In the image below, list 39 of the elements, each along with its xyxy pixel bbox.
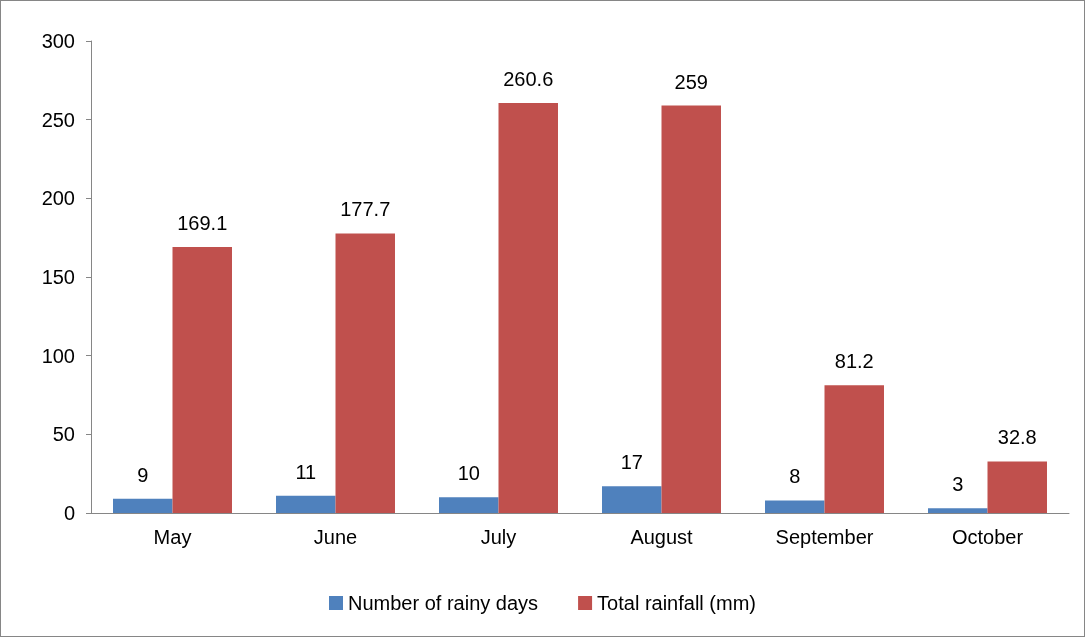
bar bbox=[661, 105, 721, 513]
x-tick-label: September bbox=[775, 526, 874, 548]
x-tick-label: October bbox=[951, 526, 1024, 548]
bar bbox=[602, 486, 662, 513]
y-tick-label: 50 bbox=[52, 423, 75, 446]
data-label: 10 bbox=[457, 462, 480, 485]
y-tick-label: 0 bbox=[63, 502, 75, 524]
data-label: 9 bbox=[137, 463, 149, 486]
x-tick-label: August bbox=[630, 526, 694, 548]
data-label: 32.8 bbox=[997, 426, 1037, 449]
bar bbox=[172, 246, 232, 513]
data-label: 8 bbox=[789, 465, 801, 488]
data-label: 81.2 bbox=[834, 350, 874, 373]
y-tick-label: 100 bbox=[41, 344, 75, 367]
data-label: 259 bbox=[674, 70, 708, 93]
bar bbox=[276, 495, 336, 513]
x-tick-label: July bbox=[480, 526, 517, 548]
data-label: 11 bbox=[295, 460, 317, 483]
y-tick-label: 200 bbox=[41, 187, 75, 210]
y-tick-label: 300 bbox=[41, 30, 75, 52]
data-label: 169.1 bbox=[177, 211, 228, 234]
data-label: 3 bbox=[952, 473, 964, 496]
bar bbox=[439, 497, 499, 513]
bar bbox=[987, 461, 1047, 513]
bar bbox=[113, 498, 173, 513]
bar bbox=[765, 500, 825, 513]
bar bbox=[335, 233, 395, 513]
y-tick-label: 150 bbox=[41, 266, 75, 288]
bar bbox=[824, 385, 884, 513]
data-label: 17 bbox=[620, 451, 643, 474]
bar bbox=[498, 102, 558, 513]
data-label: 260.6 bbox=[503, 67, 554, 90]
x-tick-label: May bbox=[153, 526, 192, 548]
data-label: 177.7 bbox=[340, 198, 391, 221]
bar bbox=[928, 508, 988, 513]
y-tick-label: 250 bbox=[41, 108, 75, 131]
legend-label: Number of rainy days bbox=[348, 592, 539, 614]
x-tick-label: June bbox=[313, 526, 358, 548]
legend-label: Total rainfall (mm) bbox=[597, 592, 756, 614]
